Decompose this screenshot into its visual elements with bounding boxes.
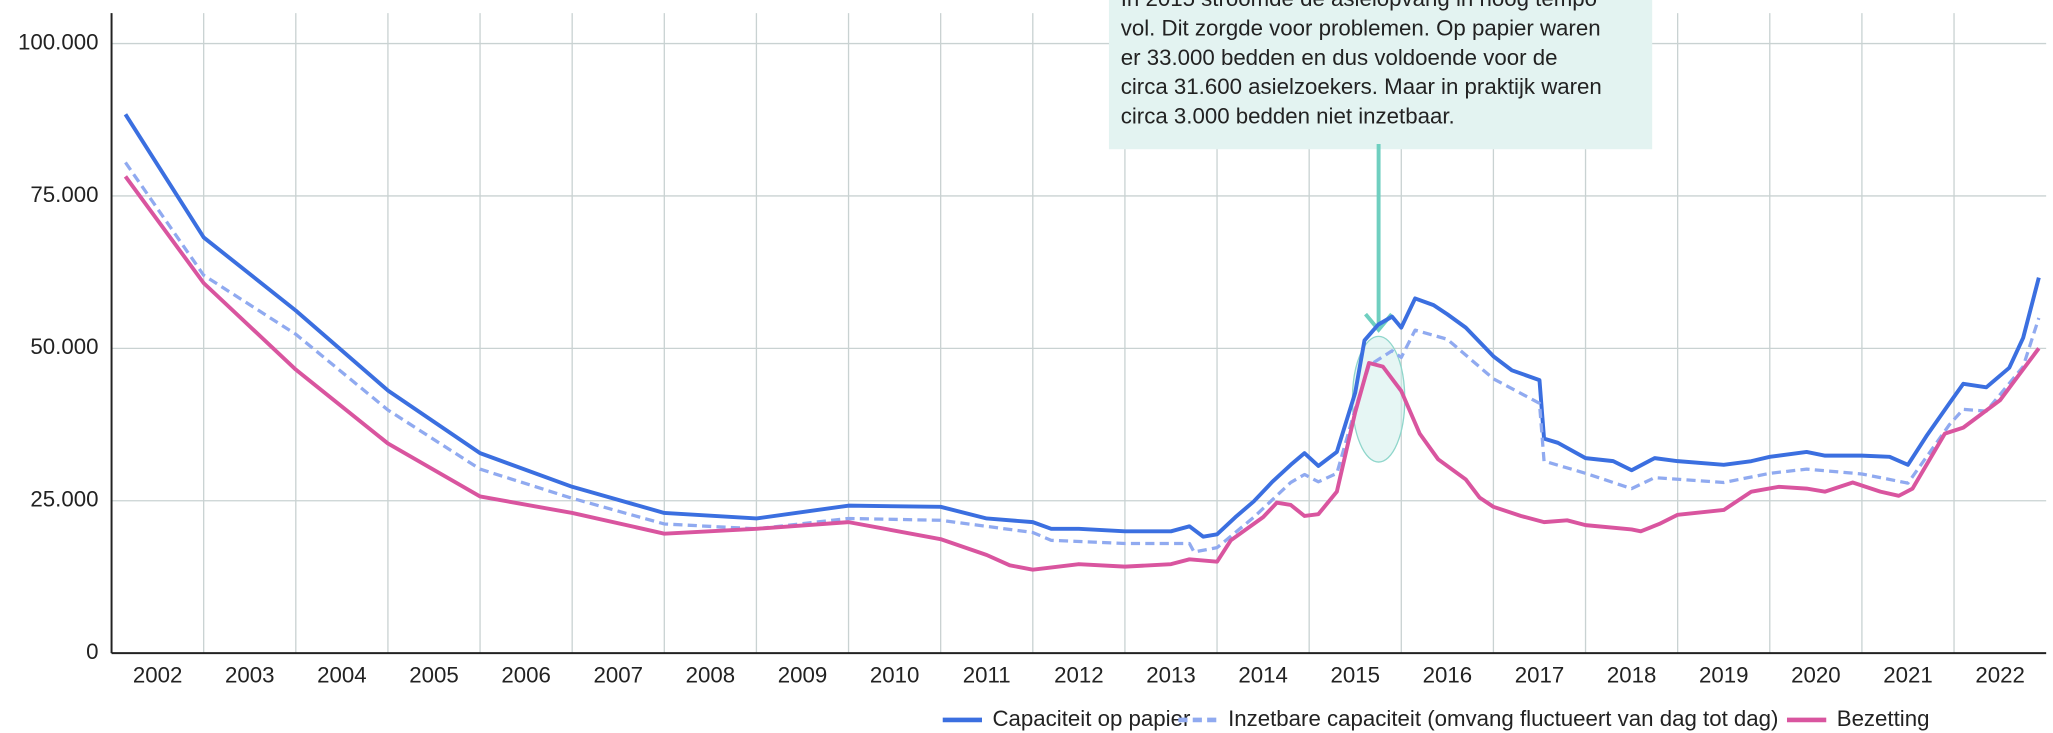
grid: 0 25.000 50.000 75.000 100.000 2002 2003 2004 20…	[18, 13, 2047, 688]
x-tick-label: 2021	[1883, 663, 1932, 688]
annotation-box	[1108, 0, 1653, 150]
x-tick-label: 2016	[1423, 663, 1473, 688]
x-tick-label: 2005	[409, 663, 459, 688]
x-tick-label: 2003	[225, 663, 274, 688]
legend: Capaciteit op papier Inzetbare capaciteit…	[942, 706, 1930, 731]
annotation-text: vol. Dit zorgde voor problemen. Op papie…	[1121, 15, 1601, 40]
annotation-text: circa 31.600 asielzoekers. Maar in prakt…	[1121, 74, 1602, 99]
x-tick-label: 2009	[778, 663, 828, 688]
annotation-text: er 33.000 bedden en dus voldoende voor d…	[1121, 45, 1558, 70]
x-tick-label: 2004	[317, 663, 367, 688]
y-tick-label: 50.000	[30, 334, 98, 359]
x-tick-label: 2020	[1791, 663, 1840, 688]
x-tick-label: 2022	[1975, 663, 2024, 688]
legend-label: Capaciteit op papier	[992, 706, 1190, 731]
series	[123, 113, 2041, 572]
legend-label: Bezetting	[1837, 706, 1930, 731]
line	[123, 175, 2041, 572]
y-tick-label: 100.000	[18, 29, 98, 54]
x-tick-label: 2010	[870, 663, 920, 688]
annotation: In 2015 stroomde de asielopvang in hoog …	[1108, 0, 1653, 463]
x-tick-label: 2012	[1054, 663, 1104, 688]
y-tick-label: 0	[86, 639, 98, 664]
annotation-text: circa 3.000 bedden niet inzetbaar.	[1121, 104, 1455, 129]
annotation-text: In 2015 stroomde de asielopvang in hoog …	[1121, 0, 1597, 11]
x-tick-label: 2011	[963, 663, 1011, 688]
x-tick-label: 2002	[133, 663, 183, 688]
x-tick-label: 2017	[1515, 663, 1564, 688]
x-tick-label: 2013	[1146, 663, 1196, 688]
y-tick-label: 25.000	[30, 487, 98, 512]
x-tick-label: 2019	[1699, 663, 1748, 688]
x-tick-label: 2007	[593, 663, 643, 688]
x-tick-label: 2018	[1607, 663, 1656, 688]
y-tick-label: 75.000	[30, 182, 98, 207]
x-tick-label: 2006	[501, 663, 550, 688]
legend-label: Inzetbare capaciteit (omvang fluctueert …	[1228, 706, 1778, 731]
x-tick-label: 2008	[686, 663, 736, 688]
line	[123, 113, 2041, 539]
x-tick-label: 2015	[1330, 663, 1380, 688]
x-tick-label: 2014	[1238, 663, 1288, 688]
